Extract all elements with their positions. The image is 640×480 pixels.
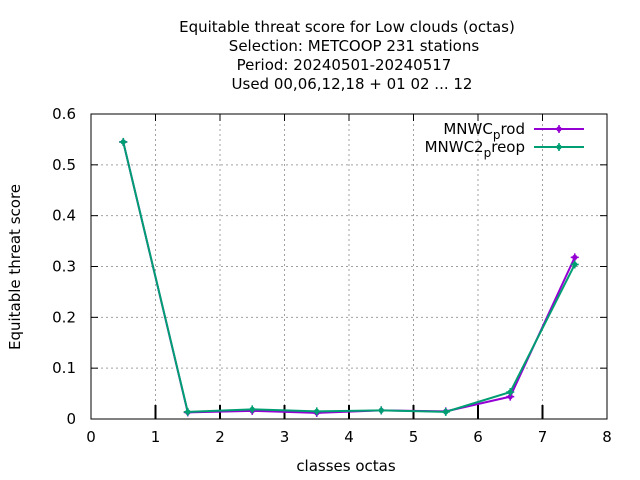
series-2-point — [119, 137, 128, 146]
plot-frame — [90, 113, 608, 420]
x-tick-label: 1 — [151, 428, 161, 446]
series-2-point — [377, 406, 386, 415]
series-2-point — [312, 407, 321, 416]
series-layer — [119, 137, 579, 417]
chart-title: Equitable threat score for Low clouds (o… — [179, 18, 515, 93]
title-line-4: Used 00,06,12,18 + 01 02 ... 12 — [232, 75, 473, 93]
legend-label-1: MNWCprod — [443, 120, 525, 142]
legend-1-sub: p — [493, 128, 501, 142]
legend-2-main: MNWC2 — [425, 138, 484, 156]
y-tick-label: 0.4 — [52, 207, 76, 225]
series-2-point — [248, 405, 257, 414]
legend: MNWCprod MNWC2preop — [425, 120, 584, 160]
y-axis-label: Equitable threat score — [6, 184, 24, 350]
series-2-point — [570, 260, 579, 269]
x-tick-label: 8 — [602, 428, 612, 446]
legend-label-2: MNWC2preop — [425, 138, 525, 160]
legend-2-sub: p — [484, 146, 492, 160]
x-tick-label: 7 — [538, 428, 548, 446]
x-tick-label: 3 — [280, 428, 290, 446]
y-tick-label: 0.3 — [52, 258, 76, 276]
legend-marker-2 — [555, 143, 563, 151]
y-tick-label: 0.6 — [52, 105, 76, 123]
grid-lines — [91, 114, 607, 419]
y-tick-label: 0 — [66, 410, 76, 428]
tick-labels: 0 1 2 3 4 5 6 7 8 0 0.1 0.2 0.3 0.4 0.5 0.6 — [52, 105, 612, 446]
legend-1-tail: rod — [500, 120, 525, 138]
x-tick-label: 2 — [215, 428, 225, 446]
series-2-line — [122, 141, 576, 413]
title-line-1: Equitable threat score for Low clouds (o… — [179, 18, 515, 36]
series-2-point — [506, 388, 515, 397]
series-1-point — [570, 253, 579, 262]
legend-2-tail: reop — [491, 138, 525, 156]
y-tick-label: 0.2 — [52, 308, 76, 326]
series-2 — [119, 137, 579, 416]
legend-marker-1 — [555, 125, 563, 133]
x-tick-label: 0 — [86, 428, 96, 446]
legend-1-main: MNWC — [443, 120, 492, 138]
series-2-point — [183, 407, 192, 416]
y-tick-label: 0.1 — [52, 359, 76, 377]
series-2-point — [441, 407, 450, 416]
title-line-2: Selection: METCOOP 231 stations — [229, 37, 480, 55]
y-tick-label: 0.5 — [52, 156, 76, 174]
series-1-line — [122, 141, 576, 414]
x-tick-label: 4 — [344, 428, 354, 446]
title-line-3: Period: 20240501-20240517 — [237, 56, 452, 74]
x-tick-label: 6 — [473, 428, 483, 446]
x-tick-label: 5 — [409, 428, 419, 446]
x-axis-label: classes octas — [296, 457, 396, 475]
